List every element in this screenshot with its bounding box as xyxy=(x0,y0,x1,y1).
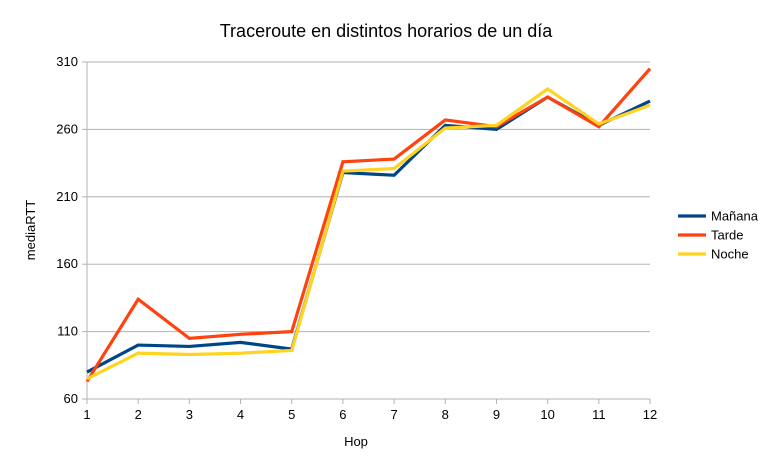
x-tick-label: 9 xyxy=(493,407,500,422)
x-tick-label: 11 xyxy=(592,407,606,422)
x-tick-label: 8 xyxy=(442,407,449,422)
legend-label: Noche xyxy=(711,247,749,262)
x-tick-label: 1 xyxy=(83,407,90,422)
x-tick-label: 4 xyxy=(237,407,244,422)
legend-label: Tarde xyxy=(711,228,744,243)
y-tick-label: 60 xyxy=(64,391,78,406)
y-tick-label: 160 xyxy=(56,256,78,271)
gridlines xyxy=(87,61,650,333)
y-tick-labels: 60 110 160 210 260 310 xyxy=(56,54,78,406)
legend-label: Mañana xyxy=(711,209,759,224)
series-lines xyxy=(85,67,652,383)
x-tick-label: 3 xyxy=(186,407,193,422)
x-tick-label: 5 xyxy=(288,407,295,422)
x-tick-label: 7 xyxy=(390,407,397,422)
series-line-tarde xyxy=(85,67,652,383)
y-tick-label: 210 xyxy=(56,189,78,204)
y-tick-label: 260 xyxy=(56,121,78,136)
legend: Mañana Tarde Noche xyxy=(678,209,759,262)
series-line-mañana xyxy=(86,95,651,374)
chart-title: Traceroute en distintos horarios de un d… xyxy=(220,21,554,41)
y-axis-label: mediaRTT xyxy=(23,200,38,261)
axes xyxy=(82,61,651,404)
x-tick-label: 6 xyxy=(339,407,346,422)
x-tick-label: 2 xyxy=(135,407,142,422)
y-tick-label: 310 xyxy=(56,54,78,69)
y-tick-label: 110 xyxy=(57,324,78,339)
x-tick-label: 10 xyxy=(540,407,554,422)
series-line-noche xyxy=(86,87,651,381)
x-tick-labels: 1 2 3 4 5 6 7 8 9 10 11 12 xyxy=(83,407,657,422)
x-tick-label: 12 xyxy=(643,407,657,422)
x-axis-label: Hop xyxy=(344,434,368,449)
